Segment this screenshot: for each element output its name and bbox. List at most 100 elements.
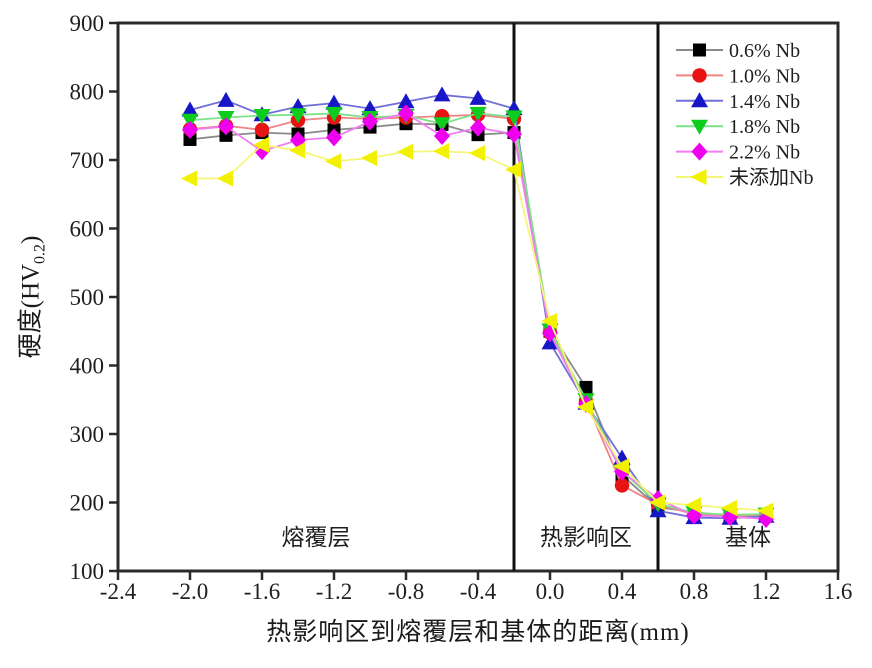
series-line [189, 122, 767, 518]
diamond-marker-icon [362, 112, 378, 131]
triangle-down-marker-icon [289, 108, 307, 124]
series-18Nb [181, 106, 775, 524]
triangle-up-marker-icon [217, 91, 235, 107]
y-tick-label: 600 [70, 217, 105, 242]
triangle-down-marker-icon [325, 106, 343, 122]
x-tick-label: -1.6 [244, 579, 280, 604]
triangle-up-marker-icon [181, 101, 199, 117]
triangle-left-marker-icon [613, 458, 629, 475]
series-line [189, 112, 767, 516]
series-line [189, 94, 767, 520]
legend-label: 1.8% Nb [729, 116, 800, 138]
diamond-marker-icon [470, 118, 486, 137]
x-tick-label: 1.6 [824, 579, 853, 604]
y-tick-label: 300 [70, 422, 105, 447]
x-tick-label: 1.2 [752, 579, 781, 604]
legend-entry: 未添加Nb [676, 166, 813, 189]
diamond-marker-icon [326, 128, 342, 147]
triangle-left-marker-icon [541, 312, 557, 329]
legend-entry: 1.4% Nb [676, 91, 800, 113]
zone-label: 熔覆层 [282, 525, 351, 550]
triangle-down-marker-icon [433, 117, 451, 133]
series-06Nb [183, 117, 773, 523]
triangle-down-marker-icon [253, 108, 271, 124]
zone-labels: 熔覆层 热影响区 基体 [282, 525, 772, 550]
triangle-down-marker-icon [691, 119, 708, 135]
legend-entry: 0.6% Nb [676, 40, 800, 62]
legend-label: 0.6% Nb [729, 40, 800, 62]
y-axis-title-subscript: 0.2 [31, 243, 49, 264]
y-tick-label: 100 [70, 559, 105, 584]
triangle-up-marker-icon [691, 92, 708, 108]
series-10Nb [182, 107, 774, 524]
diamond-marker-icon [434, 127, 450, 146]
y-tick-label: 700 [70, 148, 105, 173]
zone-label: 基体 [725, 525, 771, 550]
triangle-left-marker-icon [505, 161, 521, 178]
triangle-left-marker-icon [289, 142, 305, 159]
triangle-left-marker-icon [433, 143, 449, 160]
triangle-left-marker-icon [325, 153, 341, 170]
legend-entry: 1.0% Nb [676, 65, 800, 87]
y-axis-title-end: ) [17, 235, 45, 244]
legend-label: 未添加Nb [729, 166, 813, 189]
x-tick-label: -0.4 [460, 579, 497, 604]
x-tick-label: -2.0 [172, 579, 208, 604]
triangle-up-marker-icon [469, 89, 487, 105]
triangle-left-marker-icon [757, 502, 773, 519]
y-tick-label: 200 [70, 491, 105, 516]
y-axis: 100 200 300 400 500 600 700 800 900 [70, 11, 118, 584]
series-Nb [181, 136, 773, 519]
y-tick-label: 500 [70, 285, 105, 310]
x-tick-label: 0.0 [536, 579, 565, 604]
y-tick-label: 400 [70, 354, 105, 379]
triangle-left-marker-icon [721, 499, 737, 516]
x-tick-label: -2.4 [100, 579, 137, 604]
triangle-left-marker-icon [649, 494, 665, 511]
circle-marker-icon [692, 68, 707, 83]
zone-label: 热影响区 [540, 525, 632, 550]
y-tick-label: 800 [70, 80, 105, 105]
triangle-left-marker-icon [397, 143, 413, 160]
x-tick-label: -1.2 [316, 579, 352, 604]
triangle-left-marker-icon [577, 399, 593, 416]
diamond-marker-icon [398, 104, 414, 123]
triangle-down-marker-icon [505, 110, 523, 126]
series-line [189, 113, 767, 518]
triangle-up-marker-icon [325, 94, 343, 110]
triangle-up-marker-icon [433, 86, 451, 102]
series-line [189, 112, 767, 520]
x-tick-label: 0.4 [608, 579, 637, 604]
triangle-left-marker-icon [361, 149, 377, 166]
x-tick-label: -0.8 [388, 579, 424, 604]
triangle-left-marker-icon [690, 169, 707, 185]
triangle-left-marker-icon [685, 497, 701, 514]
diamond-marker-icon [182, 120, 198, 139]
triangle-left-marker-icon [469, 145, 485, 162]
triangle-left-marker-icon [181, 170, 197, 187]
circle-marker-icon [614, 478, 630, 493]
series-22Nb [182, 104, 774, 528]
triangle-left-marker-icon [253, 136, 269, 153]
x-tick-label: 0.8 [680, 579, 709, 604]
y-tick-label: 900 [70, 11, 105, 36]
diamond-marker-icon [506, 124, 522, 143]
diamond-marker-icon [691, 142, 708, 161]
diamond-marker-icon [218, 117, 234, 136]
legend-label: 2.2% Nb [729, 142, 800, 164]
square-marker-icon [183, 132, 197, 146]
series-line [190, 144, 767, 512]
y-axis-title: 硬度(HV0.2) [11, 236, 50, 359]
x-axis: -2.4 -2.0 -1.6 -1.2 -0.8 -0.4 0.0 0.4 0.8 1.2 1.6 [100, 571, 853, 604]
triangle-up-marker-icon [397, 93, 415, 109]
legend-label: 1.4% Nb [729, 91, 800, 113]
circle-marker-icon [254, 122, 270, 138]
x-axis-title: 热影响区到熔覆层和基体的距离(mm) [266, 619, 690, 646]
triangle-left-marker-icon [217, 170, 233, 187]
legend-entry: 1.8% Nb [676, 116, 800, 138]
square-marker-icon [693, 43, 706, 57]
square-marker-icon [579, 380, 593, 394]
